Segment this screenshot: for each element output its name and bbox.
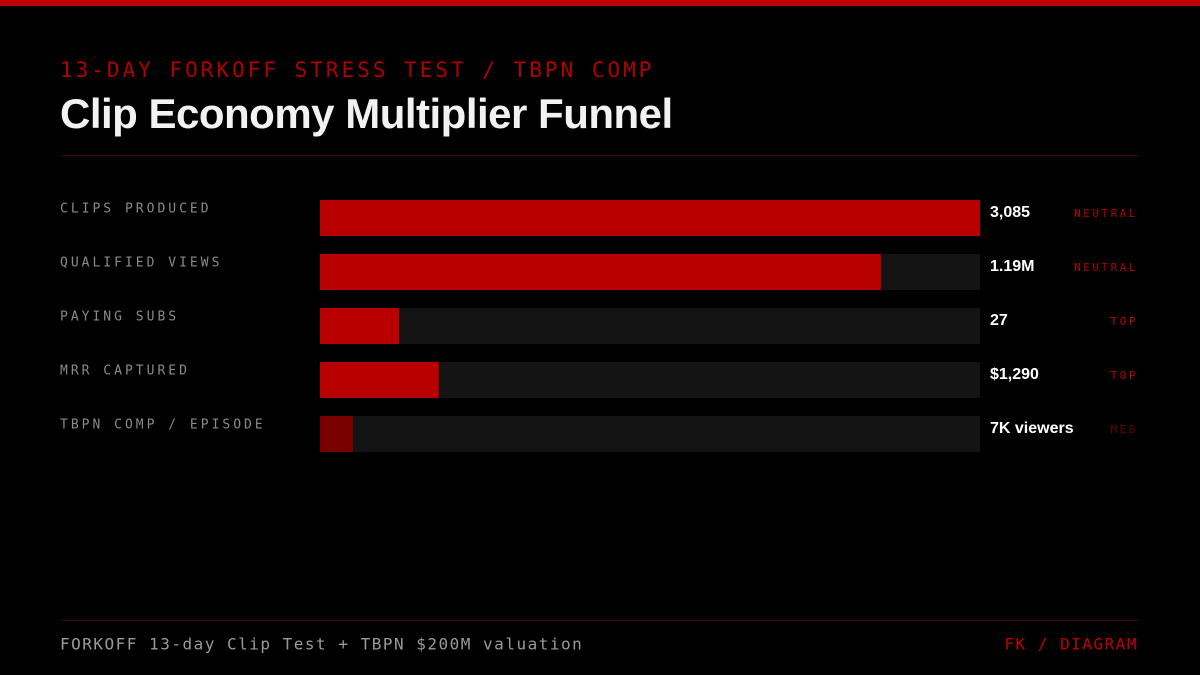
row-label: PAYING SUBS — [60, 310, 179, 325]
bar — [320, 416, 353, 452]
row-label: QUALIFIED VIEWS — [60, 256, 222, 271]
kicker: 13-DAY FORKOFF STRESS TEST / TBPN COMP — [60, 58, 654, 82]
status-tag: TOP — [1111, 315, 1138, 328]
status-tag: TOP — [1111, 369, 1138, 382]
metric-label: 1.19M — [990, 258, 1034, 275]
row-label: TBPN COMP / EPISODE — [60, 418, 266, 433]
bar — [320, 200, 980, 236]
status-tag: MED — [1111, 423, 1138, 436]
bar — [320, 362, 439, 398]
metric-label: 7K viewers — [990, 420, 1074, 437]
metric-label: $1,290 — [990, 366, 1039, 383]
status-tag: NEUTRAL — [1074, 207, 1138, 220]
bar — [320, 254, 881, 290]
bar-track — [320, 308, 980, 344]
bar-track — [320, 416, 980, 452]
row-label: CLIPS PRODUCED — [60, 202, 212, 217]
chart-title: Clip Economy Multiplier Funnel — [60, 90, 673, 137]
footer-brand: FK / DIAGRAM — [1004, 635, 1138, 654]
bar — [320, 308, 400, 344]
footer-note: FORKOFF 13-day Clip Test + TBPN $200M va… — [60, 635, 583, 654]
status-tag: NEUTRAL — [1074, 261, 1138, 274]
row-label: MRR CAPTURED — [60, 364, 190, 379]
metric-label: 3,085 — [990, 204, 1030, 221]
top-strip — [0, 0, 1200, 6]
metric-label: 27 — [990, 312, 1008, 329]
